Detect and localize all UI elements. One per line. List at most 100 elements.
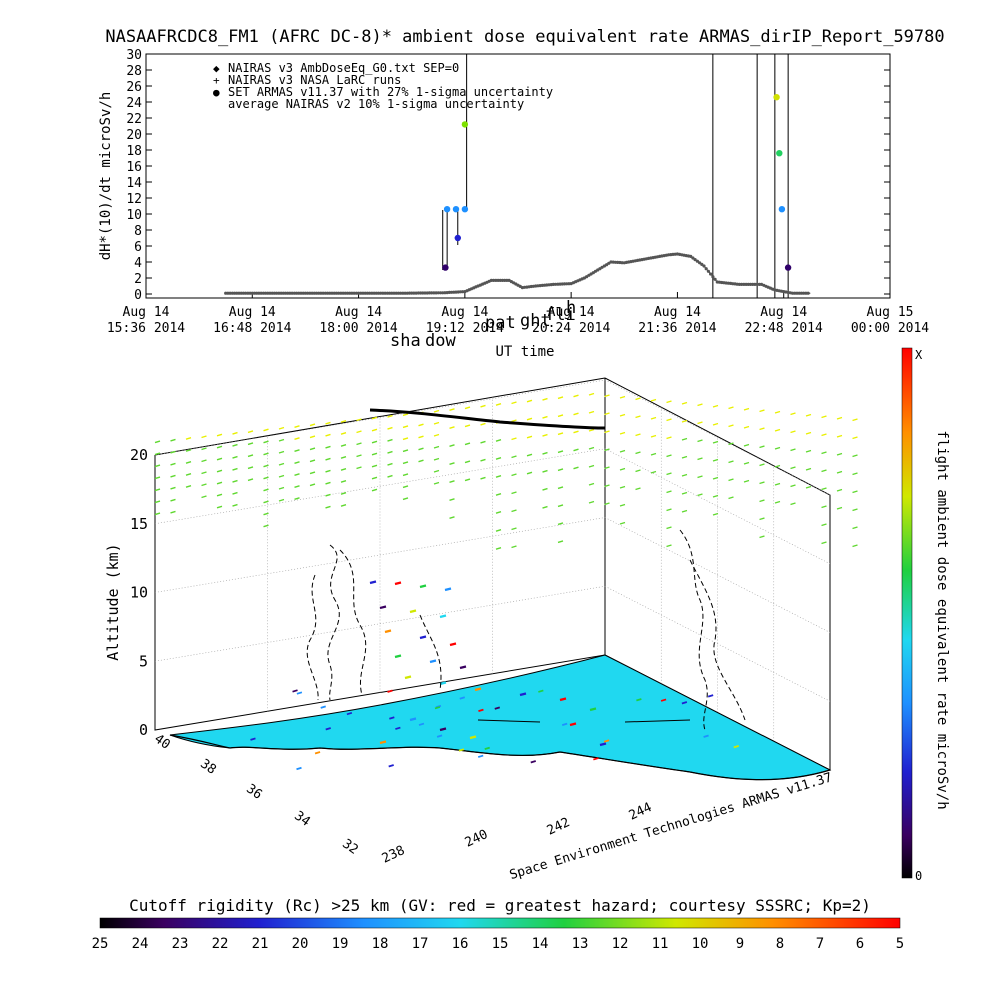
precip-dose-mark bbox=[852, 454, 858, 458]
y-tick-label: 20 bbox=[126, 128, 142, 143]
precip-dose-mark bbox=[526, 453, 533, 457]
nairas-model-point bbox=[314, 291, 319, 295]
rigidity-tick-label: 15 bbox=[492, 936, 509, 952]
armas-measurement-point bbox=[776, 150, 783, 157]
precip-dose-mark bbox=[418, 423, 424, 427]
precip-dose-mark bbox=[836, 506, 843, 510]
precip-dose-mark bbox=[418, 435, 424, 439]
nairas-model-point bbox=[270, 291, 274, 295]
flight-dose-mark bbox=[559, 697, 567, 702]
precip-dose-mark bbox=[836, 434, 843, 438]
precip-dose-mark bbox=[712, 476, 719, 480]
precip-dose-mark bbox=[821, 469, 827, 473]
nairas-model-point bbox=[310, 291, 314, 295]
precip-dose-mark bbox=[480, 404, 486, 408]
precip-dose-mark bbox=[170, 486, 176, 490]
precip-dose-mark bbox=[542, 469, 548, 473]
precip-dose-mark bbox=[340, 492, 347, 495]
nairas-model-point bbox=[410, 291, 414, 295]
precip-dose-mark bbox=[805, 449, 812, 453]
precip-dose-mark bbox=[216, 433, 223, 437]
altitude-label: Altitude (km) bbox=[104, 543, 122, 660]
precip-dose-mark bbox=[247, 466, 254, 470]
altitude-grid-line bbox=[604, 585, 831, 702]
surface-dose-mark bbox=[458, 748, 465, 752]
dashed-projection bbox=[306, 574, 319, 701]
precip-dose-mark bbox=[278, 474, 285, 478]
top-y-label: dH*(10)/dt microSv/h bbox=[98, 92, 114, 261]
precip-dose-mark bbox=[170, 510, 176, 514]
flight-dose-mark bbox=[499, 739, 507, 744]
precip-dose-mark bbox=[619, 413, 626, 417]
precip-dose-mark bbox=[309, 447, 316, 451]
precip-dose-mark bbox=[433, 481, 440, 485]
precip-dose-mark bbox=[170, 438, 176, 442]
flight-dose-mark bbox=[459, 665, 467, 670]
nairas-model-point bbox=[306, 291, 310, 295]
nairas-model-point bbox=[374, 291, 378, 295]
flight-dose-mark bbox=[589, 707, 597, 712]
precip-dose-mark bbox=[588, 446, 595, 450]
nairas-model-point bbox=[299, 291, 303, 295]
precip-dose-mark bbox=[201, 447, 207, 451]
nairas-model-point bbox=[423, 291, 427, 295]
precip-dose-mark bbox=[201, 483, 207, 487]
nairas-model-point bbox=[797, 291, 801, 295]
precip-dose-mark bbox=[263, 512, 269, 516]
precip-dose-mark bbox=[232, 467, 238, 471]
dashed-projection bbox=[327, 544, 340, 701]
precip-dose-mark bbox=[294, 449, 300, 452]
y-tick-label: 22 bbox=[126, 112, 142, 127]
nairas-model-point bbox=[806, 291, 810, 295]
precip-dose-mark bbox=[790, 484, 796, 488]
x-tick-label-date: Aug 14 bbox=[335, 305, 382, 320]
overlay-word-shadow: sha bbox=[390, 331, 421, 351]
nairas-model-point bbox=[503, 278, 507, 282]
precip-dose-mark bbox=[774, 428, 781, 432]
precip-dose-mark bbox=[263, 464, 269, 468]
latitude-tick-label: 32 bbox=[339, 836, 360, 857]
nairas-model-point bbox=[368, 291, 372, 295]
precip-dose-mark bbox=[604, 484, 610, 488]
precip-dose-mark bbox=[278, 462, 285, 466]
rigidity-tick-label: 17 bbox=[412, 936, 429, 952]
precip-dose-mark bbox=[511, 473, 517, 477]
nairas-model-point bbox=[372, 291, 376, 295]
altitude-grid-line bbox=[154, 585, 606, 662]
y-tick-label: 16 bbox=[126, 160, 142, 175]
top-legend: ◆ NAIRAS v3 AmbDoseEq_G0.txt SEP=0 + NAI… bbox=[213, 61, 553, 111]
precip-dose-mark bbox=[790, 502, 796, 506]
precip-dose-mark bbox=[325, 457, 331, 461]
precip-dose-mark bbox=[573, 394, 579, 398]
nairas-model-point bbox=[489, 278, 493, 282]
precip-dose-mark bbox=[852, 508, 858, 512]
precip-dose-mark bbox=[728, 460, 734, 464]
precip-dose-mark bbox=[728, 478, 734, 482]
nairas-model-point bbox=[399, 291, 403, 295]
altitude-tick-label: 20 bbox=[130, 446, 148, 464]
nairas-model-point bbox=[711, 275, 715, 279]
precip-dose-mark bbox=[666, 454, 672, 458]
flight-dose-mark bbox=[394, 581, 402, 586]
precip-dose-mark bbox=[433, 457, 440, 461]
precip-dose-mark bbox=[681, 491, 688, 495]
precip-dose-mark bbox=[542, 451, 548, 455]
latitude-tick-label: 34 bbox=[291, 808, 313, 829]
rigidity-tick-label: 18 bbox=[372, 936, 389, 952]
nairas-model-point bbox=[414, 291, 418, 295]
nairas-model-point bbox=[394, 291, 398, 295]
altitude-tick-label: 5 bbox=[139, 652, 148, 670]
precip-dose-mark bbox=[185, 473, 192, 476]
nairas-model-point bbox=[407, 291, 412, 295]
nairas-model-point bbox=[235, 291, 239, 295]
precip-dose-mark bbox=[356, 430, 362, 434]
nairas-model-point bbox=[689, 254, 693, 258]
x-tick-label-time: 20:24 2014 bbox=[532, 321, 610, 336]
dose-colorbar: X 0 flight ambient dose equivalent rate … bbox=[901, 347, 950, 883]
nairas-model-point bbox=[230, 291, 234, 295]
flight-dose-mark bbox=[569, 722, 577, 727]
nairas-model-point bbox=[233, 291, 237, 295]
dose-marks-3d bbox=[154, 392, 858, 771]
altitude-ticks: 0 5 10 15 20 bbox=[130, 446, 148, 739]
precip-dose-mark bbox=[666, 490, 672, 494]
